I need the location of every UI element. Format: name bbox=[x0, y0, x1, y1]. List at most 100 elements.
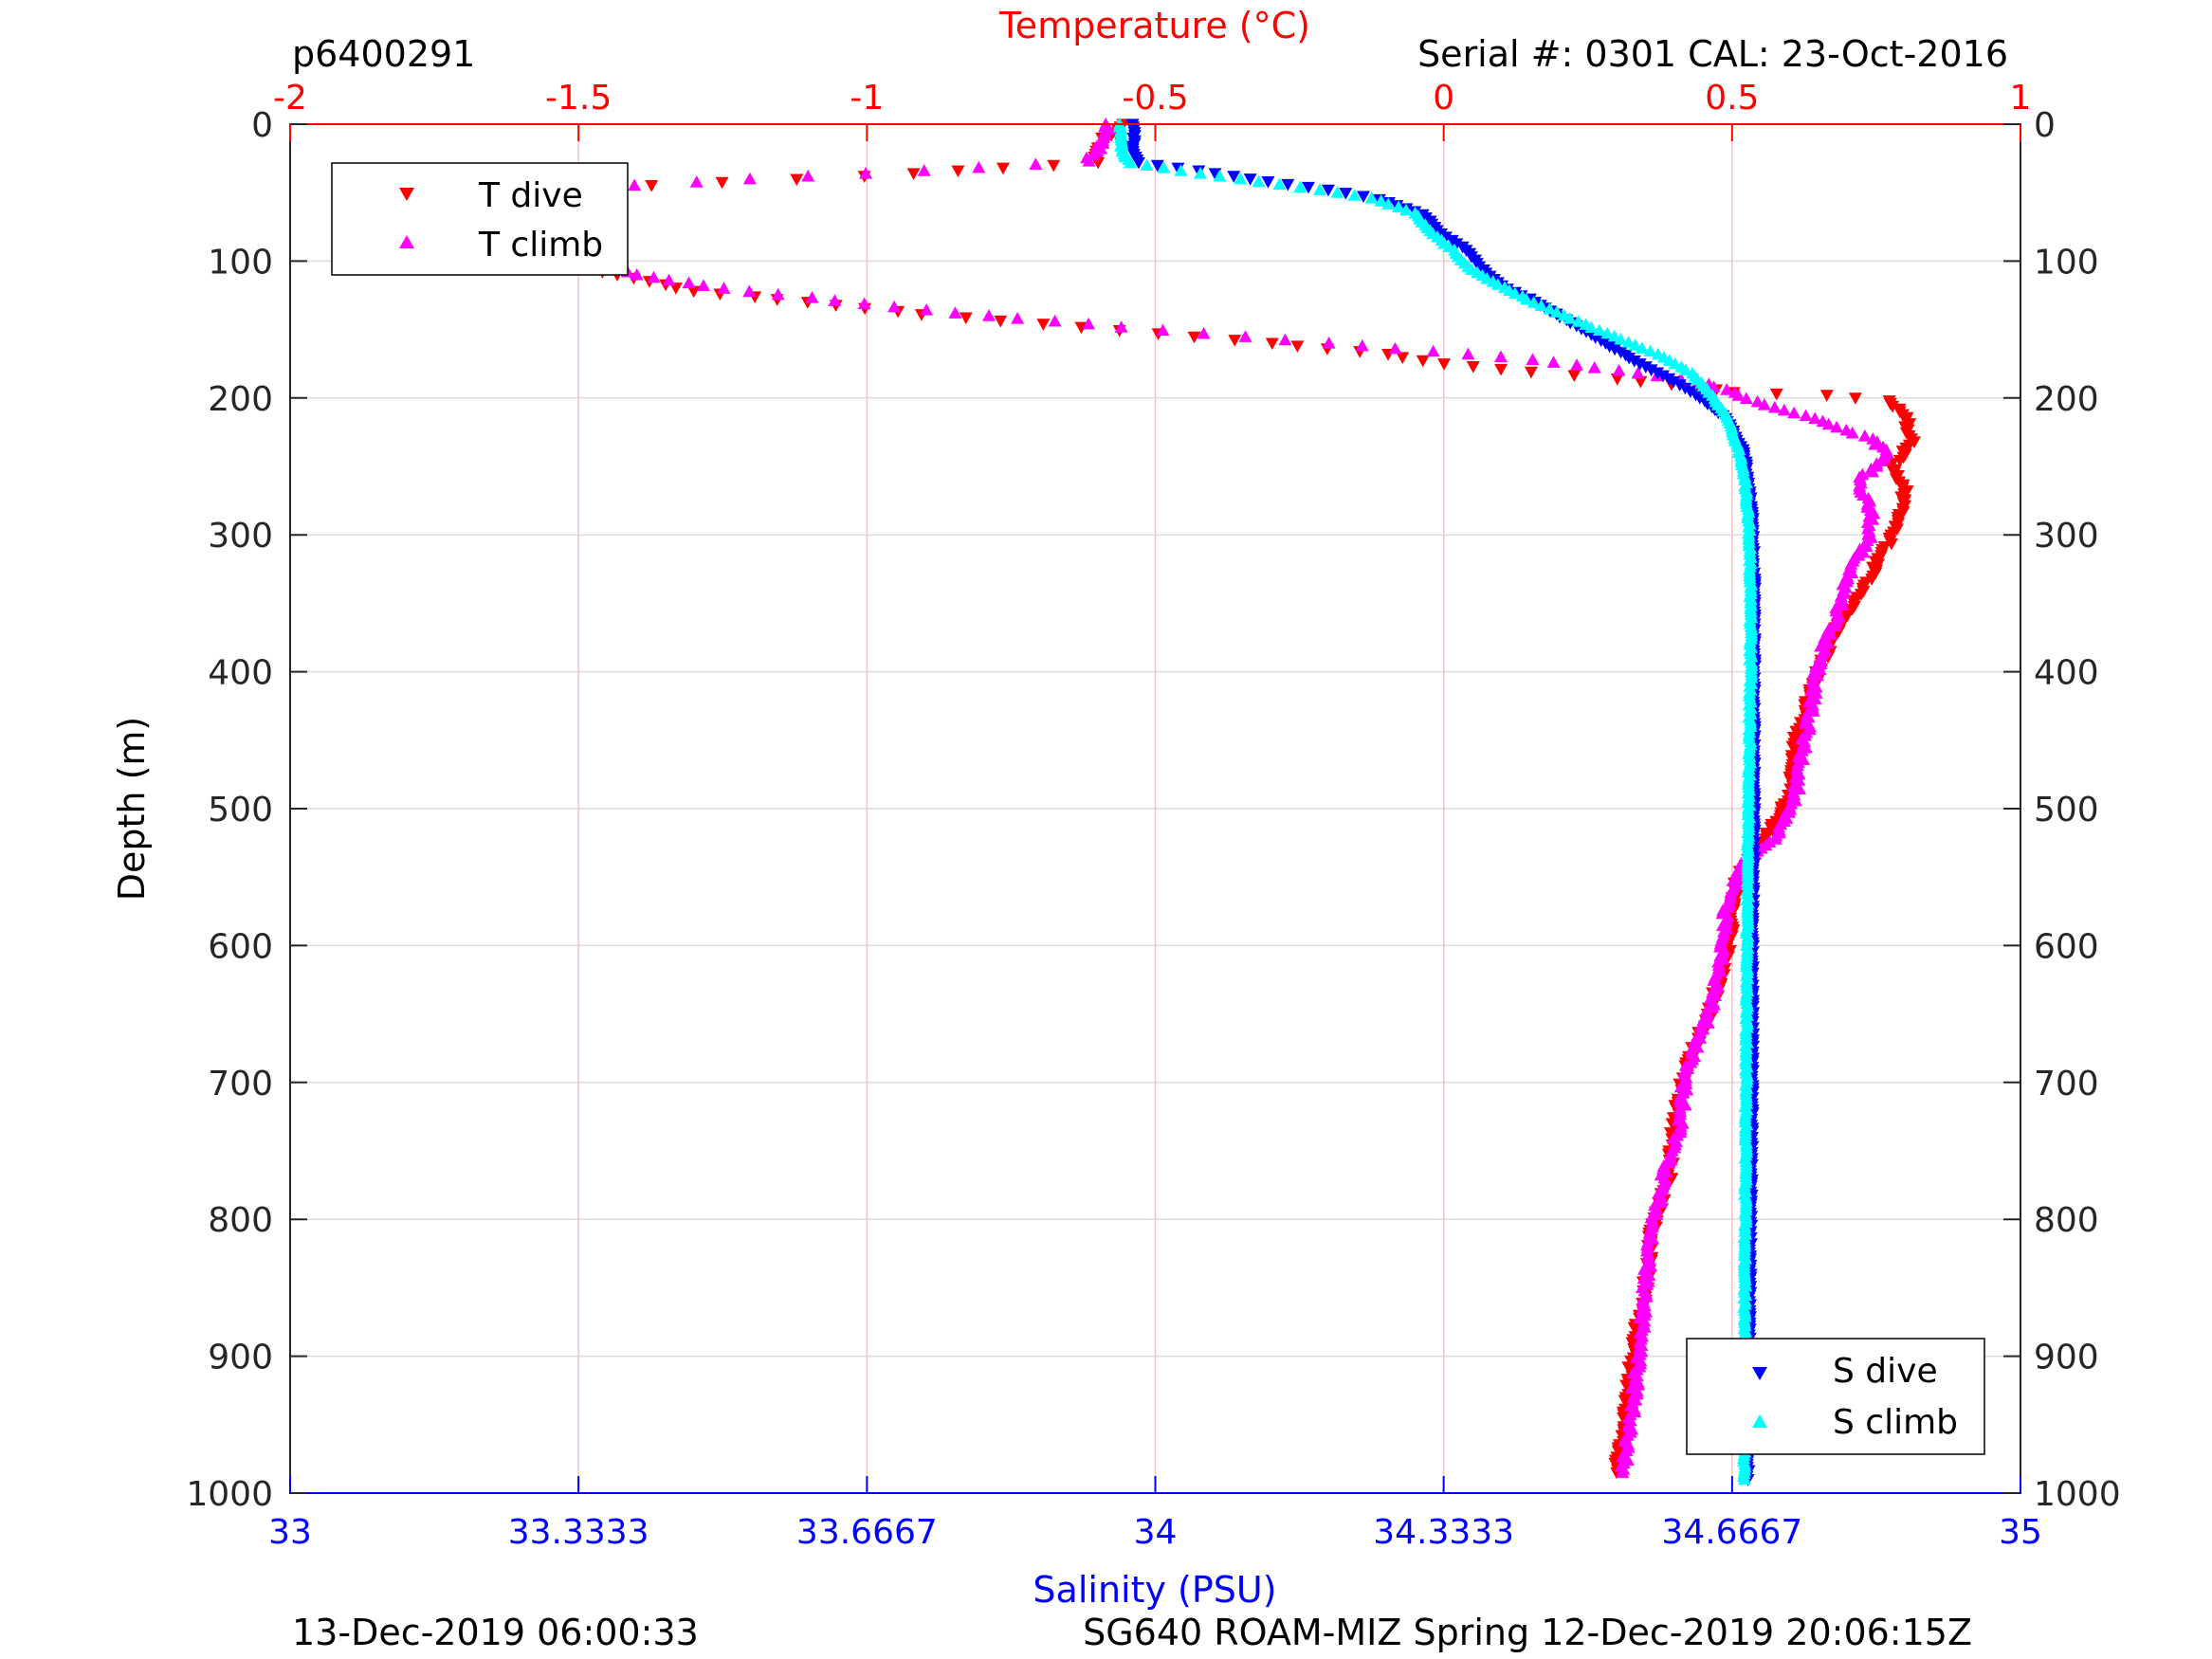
data-point bbox=[1355, 338, 1369, 352]
data-point bbox=[1678, 363, 1692, 376]
salinity-tick-label: 33.3333 bbox=[508, 1513, 649, 1552]
depth-tick-label-right: 800 bbox=[2034, 1201, 2099, 1240]
data-point bbox=[1091, 156, 1106, 170]
data-point bbox=[1438, 231, 1453, 244]
data-point bbox=[906, 168, 921, 180]
legend-s-dive-marker bbox=[1752, 1367, 1767, 1380]
salinity-tick-label: 34.6667 bbox=[1661, 1513, 1802, 1552]
temperature-tick-label: -1 bbox=[850, 79, 884, 118]
data-point bbox=[1228, 335, 1242, 347]
depth-tick-label-right: 900 bbox=[2034, 1339, 2099, 1377]
depth-tick-label-right: 700 bbox=[2034, 1065, 2099, 1103]
data-point bbox=[1374, 194, 1388, 207]
data-point bbox=[1194, 166, 1208, 179]
footer-timestamp: 13-Dec-2019 06:00:33 bbox=[292, 1612, 699, 1653]
salinity-tick-label: 33 bbox=[268, 1513, 312, 1552]
data-point bbox=[662, 273, 676, 286]
data-point bbox=[1265, 337, 1279, 351]
data-point bbox=[1029, 157, 1043, 170]
data-point bbox=[1621, 336, 1636, 348]
data-point bbox=[1830, 420, 1844, 433]
data-point bbox=[805, 291, 819, 303]
temperature-tick-label: 0 bbox=[1433, 79, 1454, 118]
data-point bbox=[1567, 370, 1581, 382]
data-point bbox=[1720, 383, 1734, 395]
data-point bbox=[1632, 1378, 1646, 1391]
data-point bbox=[1036, 319, 1051, 331]
data-point bbox=[1047, 159, 1061, 173]
data-point bbox=[1612, 363, 1626, 376]
data-point bbox=[647, 270, 661, 283]
data-point bbox=[771, 287, 785, 301]
data-point bbox=[628, 178, 642, 191]
data-point bbox=[981, 309, 996, 321]
legend-t-climb-marker bbox=[399, 235, 414, 248]
data-point bbox=[1157, 161, 1171, 173]
data-point bbox=[1187, 331, 1201, 344]
data-point bbox=[887, 300, 902, 313]
data-point bbox=[1701, 1016, 1715, 1029]
data-point bbox=[1673, 379, 1687, 392]
data-point bbox=[1398, 203, 1413, 216]
data-point bbox=[994, 315, 1008, 328]
legend-temperature-box bbox=[331, 162, 629, 276]
data-point bbox=[1799, 409, 1813, 422]
data-point bbox=[1174, 164, 1188, 176]
data-point bbox=[1494, 363, 1508, 376]
depth-tick-label-left: 300 bbox=[208, 517, 273, 556]
data-point bbox=[1731, 389, 1746, 401]
data-point bbox=[668, 283, 683, 295]
data-point bbox=[1381, 197, 1396, 210]
data-point bbox=[1587, 361, 1601, 374]
depth-tick-label-right: 500 bbox=[2034, 791, 2099, 830]
data-point bbox=[1131, 156, 1145, 170]
footer-mission: SG640 ROAM-MIZ Spring 12-Dec-2019 20:06:… bbox=[1083, 1612, 1972, 1653]
data-point bbox=[1437, 358, 1452, 371]
data-point bbox=[1737, 1472, 1751, 1486]
data-point bbox=[1868, 437, 1882, 450]
depth-tick-label-left: 500 bbox=[208, 791, 273, 830]
data-point bbox=[1364, 191, 1379, 204]
data-point bbox=[1750, 394, 1764, 408]
depth-tick-label-right: 300 bbox=[2034, 517, 2099, 556]
legend-t-climb-label: T climb bbox=[478, 226, 603, 264]
data-point bbox=[1616, 1466, 1630, 1478]
grid bbox=[290, 124, 2020, 1493]
data-point bbox=[1272, 177, 1287, 191]
data-point bbox=[715, 176, 729, 190]
data-point bbox=[1534, 299, 1548, 312]
data-point bbox=[1293, 180, 1307, 193]
data-point bbox=[1082, 317, 1096, 330]
data-point bbox=[1261, 176, 1275, 189]
depth-tick-label-left: 700 bbox=[208, 1065, 273, 1103]
data-point bbox=[996, 162, 1010, 175]
data-point bbox=[1563, 312, 1577, 324]
temperature-tick-label: -1.5 bbox=[545, 79, 612, 118]
data-point bbox=[1787, 406, 1801, 419]
data-point bbox=[1819, 390, 1834, 402]
data-point bbox=[1644, 1259, 1658, 1272]
data-point bbox=[790, 173, 804, 187]
data-point bbox=[917, 164, 931, 176]
data-point bbox=[1892, 454, 1907, 467]
data-point bbox=[1845, 426, 1859, 439]
depth-tick-label-left: 600 bbox=[208, 927, 273, 966]
depth-tick-label-left: 100 bbox=[208, 243, 273, 282]
data-point bbox=[1450, 238, 1464, 250]
data-point bbox=[1301, 181, 1315, 194]
data-point bbox=[1571, 315, 1585, 327]
data-point bbox=[1546, 356, 1561, 368]
data-point bbox=[948, 306, 962, 319]
data-point bbox=[689, 175, 704, 188]
data-point bbox=[1683, 386, 1697, 398]
data-point bbox=[1396, 352, 1410, 364]
data-point bbox=[1388, 341, 1402, 355]
data-point bbox=[645, 180, 659, 192]
salinity-tick-label: 34 bbox=[1134, 1513, 1178, 1552]
data-point bbox=[951, 165, 965, 178]
data-point bbox=[1082, 154, 1096, 167]
salinity-axis-title: Salinity (PSU) bbox=[1033, 1569, 1276, 1611]
data-point bbox=[1643, 344, 1657, 357]
data-point bbox=[1614, 332, 1628, 345]
data-point bbox=[1252, 174, 1266, 188]
